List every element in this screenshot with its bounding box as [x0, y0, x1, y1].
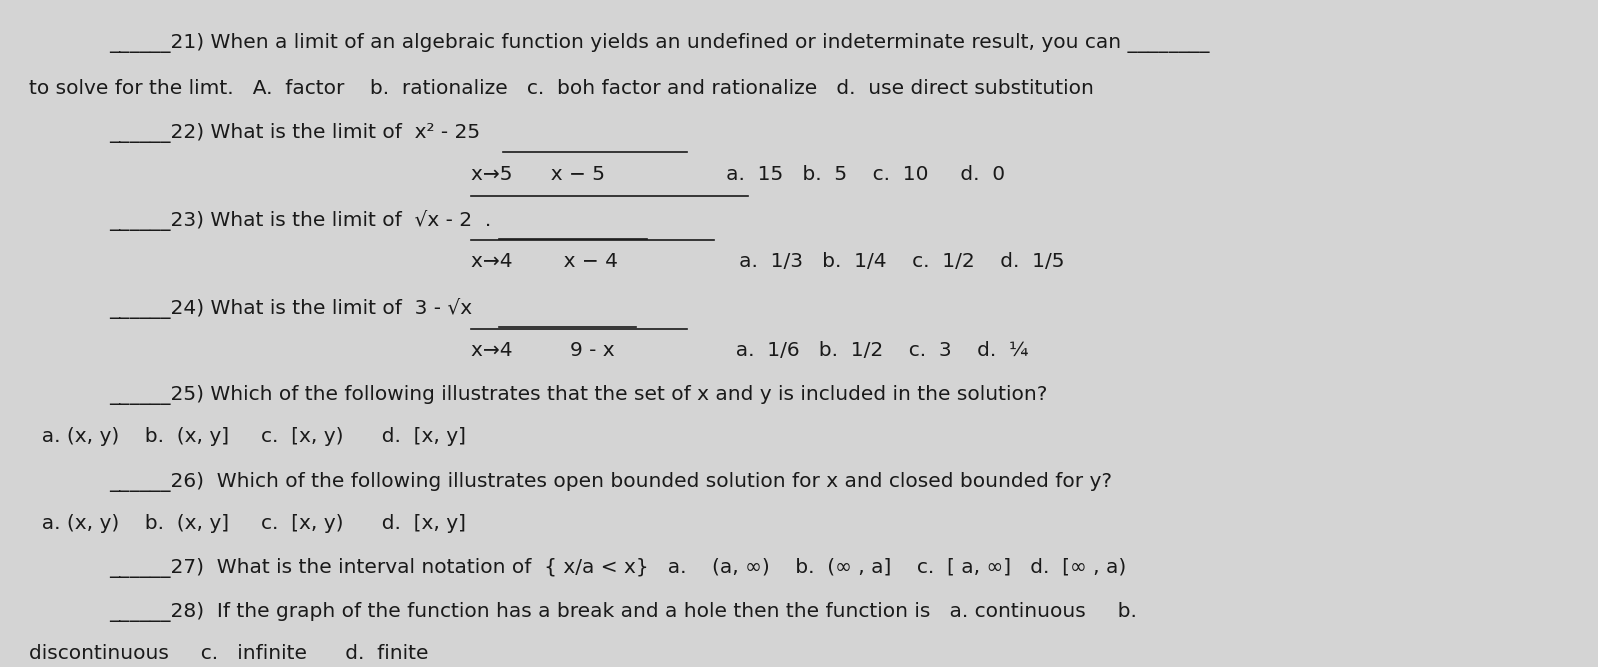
Text: ______28)  If the graph of the function has a break and a hole then the function: ______28) If the graph of the function h… — [109, 602, 1136, 622]
Text: discontinuous     c.   infinite      d.  finite: discontinuous c. infinite d. finite — [29, 644, 428, 663]
Text: ______22) What is the limit of  x² - 25: ______22) What is the limit of x² - 25 — [109, 123, 479, 143]
Text: ______25) Which of the following illustrates that the set of x and y is included: ______25) Which of the following illustr… — [109, 385, 1047, 405]
Text: to solve for the limt.   A.  factor    b.  rationalize   c.  boh factor and rati: to solve for the limt. A. factor b. rati… — [29, 79, 1093, 97]
Text: ______26)  Which of the following illustrates open bounded solution for x and cl: ______26) Which of the following illustr… — [109, 472, 1112, 492]
Text: ______27)  What is the interval notation of  { x/a < x}   a.    (a, ∞)    b.  (∞: ______27) What is the interval notation … — [109, 558, 1127, 578]
Text: x→5      x − 5                   a.  15   b.  5    c.  10     d.  0: x→5 x − 5 a. 15 b. 5 c. 10 d. 0 — [471, 165, 1005, 184]
Text: ______23) What is the limit of  √x - 2  .: ______23) What is the limit of √x - 2 . — [109, 209, 491, 231]
Text: x→4        x − 4                   a.  1/3   b.  1/4    c.  1/2    d.  1/5: x→4 x − 4 a. 1/3 b. 1/4 c. 1/2 d. 1/5 — [471, 252, 1064, 271]
Text: x→4         9 - x                   a.  1/6   b.  1/2    c.  3    d.  ¼: x→4 9 - x a. 1/6 b. 1/2 c. 3 d. ¼ — [471, 341, 1029, 360]
Text: ______21) When a limit of an algebraic function yields an undefined or indetermi: ______21) When a limit of an algebraic f… — [109, 33, 1210, 53]
Text: a. (x, y)    b.  (x, y]     c.  [x, y)      d.  [x, y]: a. (x, y) b. (x, y] c. [x, y) d. [x, y] — [29, 428, 465, 446]
Text: ______24) What is the limit of  3 - √x: ______24) What is the limit of 3 - √x — [109, 297, 471, 319]
Text: a. (x, y)    b.  (x, y]     c.  [x, y)      d.  [x, y]: a. (x, y) b. (x, y] c. [x, y) d. [x, y] — [29, 514, 465, 533]
